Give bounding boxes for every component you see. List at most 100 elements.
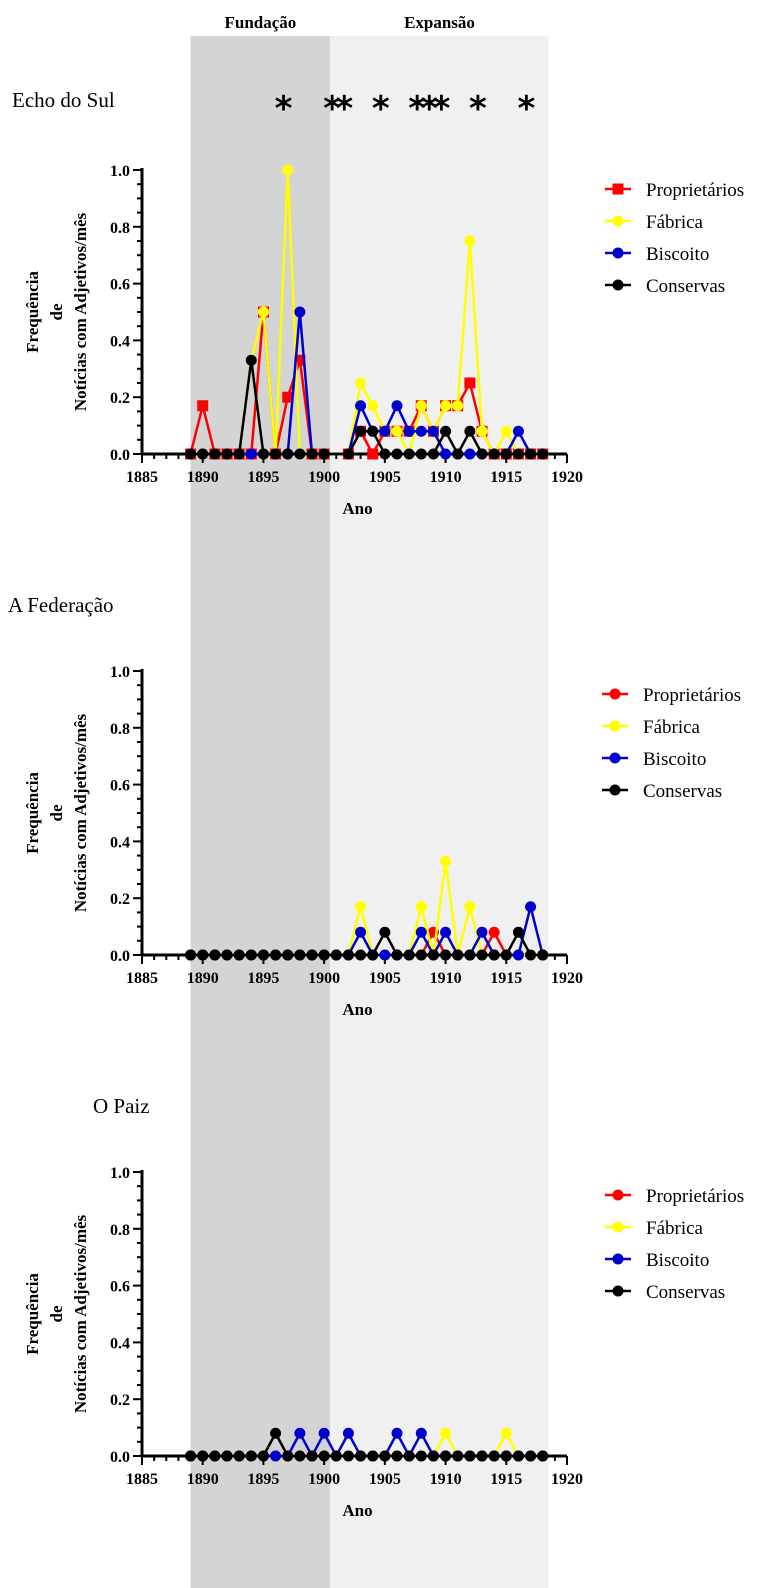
data-point: [512, 1450, 524, 1462]
data-point: [282, 391, 294, 403]
legend-marker: [612, 1189, 624, 1201]
data-point: [537, 1450, 549, 1462]
y-tick-label: 1.0: [110, 664, 130, 681]
data-point: [330, 949, 342, 961]
y-tick-label: 0.0: [110, 1449, 130, 1466]
data-point: [415, 901, 427, 913]
data-point: [452, 448, 464, 460]
y-axis-title-line: Notícias com Adjetivos/mês: [71, 1214, 90, 1413]
y-tick-label: 0.8: [110, 1222, 130, 1239]
legend-label: Fábrica: [646, 212, 704, 233]
data-point: [512, 949, 524, 961]
data-point: [221, 448, 233, 460]
data-point: [379, 1450, 391, 1462]
data-point: [476, 1450, 488, 1462]
data-point: [355, 926, 367, 938]
y-tick-label: 0.4: [110, 1335, 130, 1352]
legend-label: Biscoito: [646, 1250, 709, 1271]
data-point: [537, 949, 549, 961]
data-point: [440, 448, 452, 460]
significance-marker: *: [335, 89, 353, 129]
data-point: [415, 448, 427, 460]
significance-marker: *: [323, 89, 341, 129]
data-point: [355, 400, 367, 412]
data-point: [379, 425, 391, 437]
o-paiz-title: O Paiz: [93, 1094, 150, 1118]
significance-marker: *: [518, 89, 536, 129]
data-point: [355, 425, 367, 437]
a-federacao-title: A Federação: [8, 593, 114, 617]
data-point: [464, 901, 476, 913]
data-point: [245, 1450, 257, 1462]
y-tick-label: 1.0: [110, 163, 130, 180]
data-point: [294, 1450, 306, 1462]
x-tick-label: 1895: [247, 970, 279, 987]
data-point: [500, 448, 512, 460]
data-point: [318, 949, 330, 961]
data-point: [464, 425, 476, 437]
data-point: [403, 425, 415, 437]
data-point: [415, 425, 427, 437]
y-axis-title-line: de: [47, 804, 66, 821]
data-point: [342, 1427, 354, 1439]
y-tick-label: 0.0: [110, 447, 130, 464]
x-tick-label: 1910: [430, 1471, 462, 1488]
data-point: [427, 425, 439, 437]
echo-do-sul-chart: Echo do Sul 0.0 0.2 0.4 0.6 0.8 1.0 1885 1890 18…: [12, 88, 744, 518]
data-point: [415, 1450, 427, 1462]
fundacao-period-label: Fundação: [224, 13, 296, 32]
data-point: [476, 448, 488, 460]
data-point: [500, 425, 512, 437]
data-point: [391, 400, 403, 412]
y-axis-title-line: Frequência: [23, 271, 42, 353]
data-point: [415, 926, 427, 938]
data-point: [476, 949, 488, 961]
y-tick-label: 0.6: [110, 277, 130, 294]
legend-marker: [609, 752, 621, 764]
data-point: [318, 1450, 330, 1462]
x-tick-label: 1915: [490, 970, 522, 987]
data-point: [233, 949, 245, 961]
x-axis-title: Ano: [342, 1000, 372, 1019]
x-tick-label: 1920: [551, 1471, 583, 1488]
data-point: [488, 1450, 500, 1462]
a-federacao-chart: A Federação 0.0 0.2 0.4 0.6 0.8 1.0 1885 1890 18…: [8, 593, 741, 1019]
data-point: [197, 400, 209, 412]
data-point: [440, 400, 452, 412]
x-tick-label: 1885: [126, 469, 158, 486]
data-point: [282, 949, 294, 961]
x-tick-label: 1920: [551, 469, 583, 486]
y-axis-title-line: Frequência: [23, 772, 42, 854]
data-point: [403, 949, 415, 961]
legend-marker: [612, 247, 624, 259]
legend-marker: [612, 215, 624, 227]
data-point: [209, 949, 221, 961]
data-point: [391, 949, 403, 961]
data-point: [464, 448, 476, 460]
significance-marker: *: [469, 89, 487, 129]
data-point: [440, 926, 452, 938]
data-point: [245, 354, 257, 366]
y-axis-title-line: Notícias com Adjetivos/mês: [71, 713, 90, 912]
data-point: [537, 448, 549, 460]
data-point: [294, 354, 306, 366]
data-point: [185, 949, 197, 961]
data-point: [197, 448, 209, 460]
data-point: [294, 448, 306, 460]
x-tick-label: 1905: [369, 1471, 401, 1488]
x-tick-label: 1890: [187, 469, 219, 486]
data-point: [342, 448, 354, 460]
data-point: [500, 1450, 512, 1462]
data-point: [197, 949, 209, 961]
data-point: [367, 448, 379, 460]
data-point: [318, 1427, 330, 1439]
x-tick-label: 1900: [308, 1471, 340, 1488]
data-point: [427, 949, 439, 961]
y-tick-label: 0.2: [110, 891, 130, 908]
y-axis-title: Frequência de Notícias com Adjetivos/mês: [23, 713, 90, 912]
data-point: [379, 448, 391, 460]
y-tick-label: 0.8: [110, 721, 130, 738]
significance-marker: *: [420, 89, 438, 129]
y-axis-title: Frequência de Notícias com Adjetivos/mês: [23, 212, 90, 411]
